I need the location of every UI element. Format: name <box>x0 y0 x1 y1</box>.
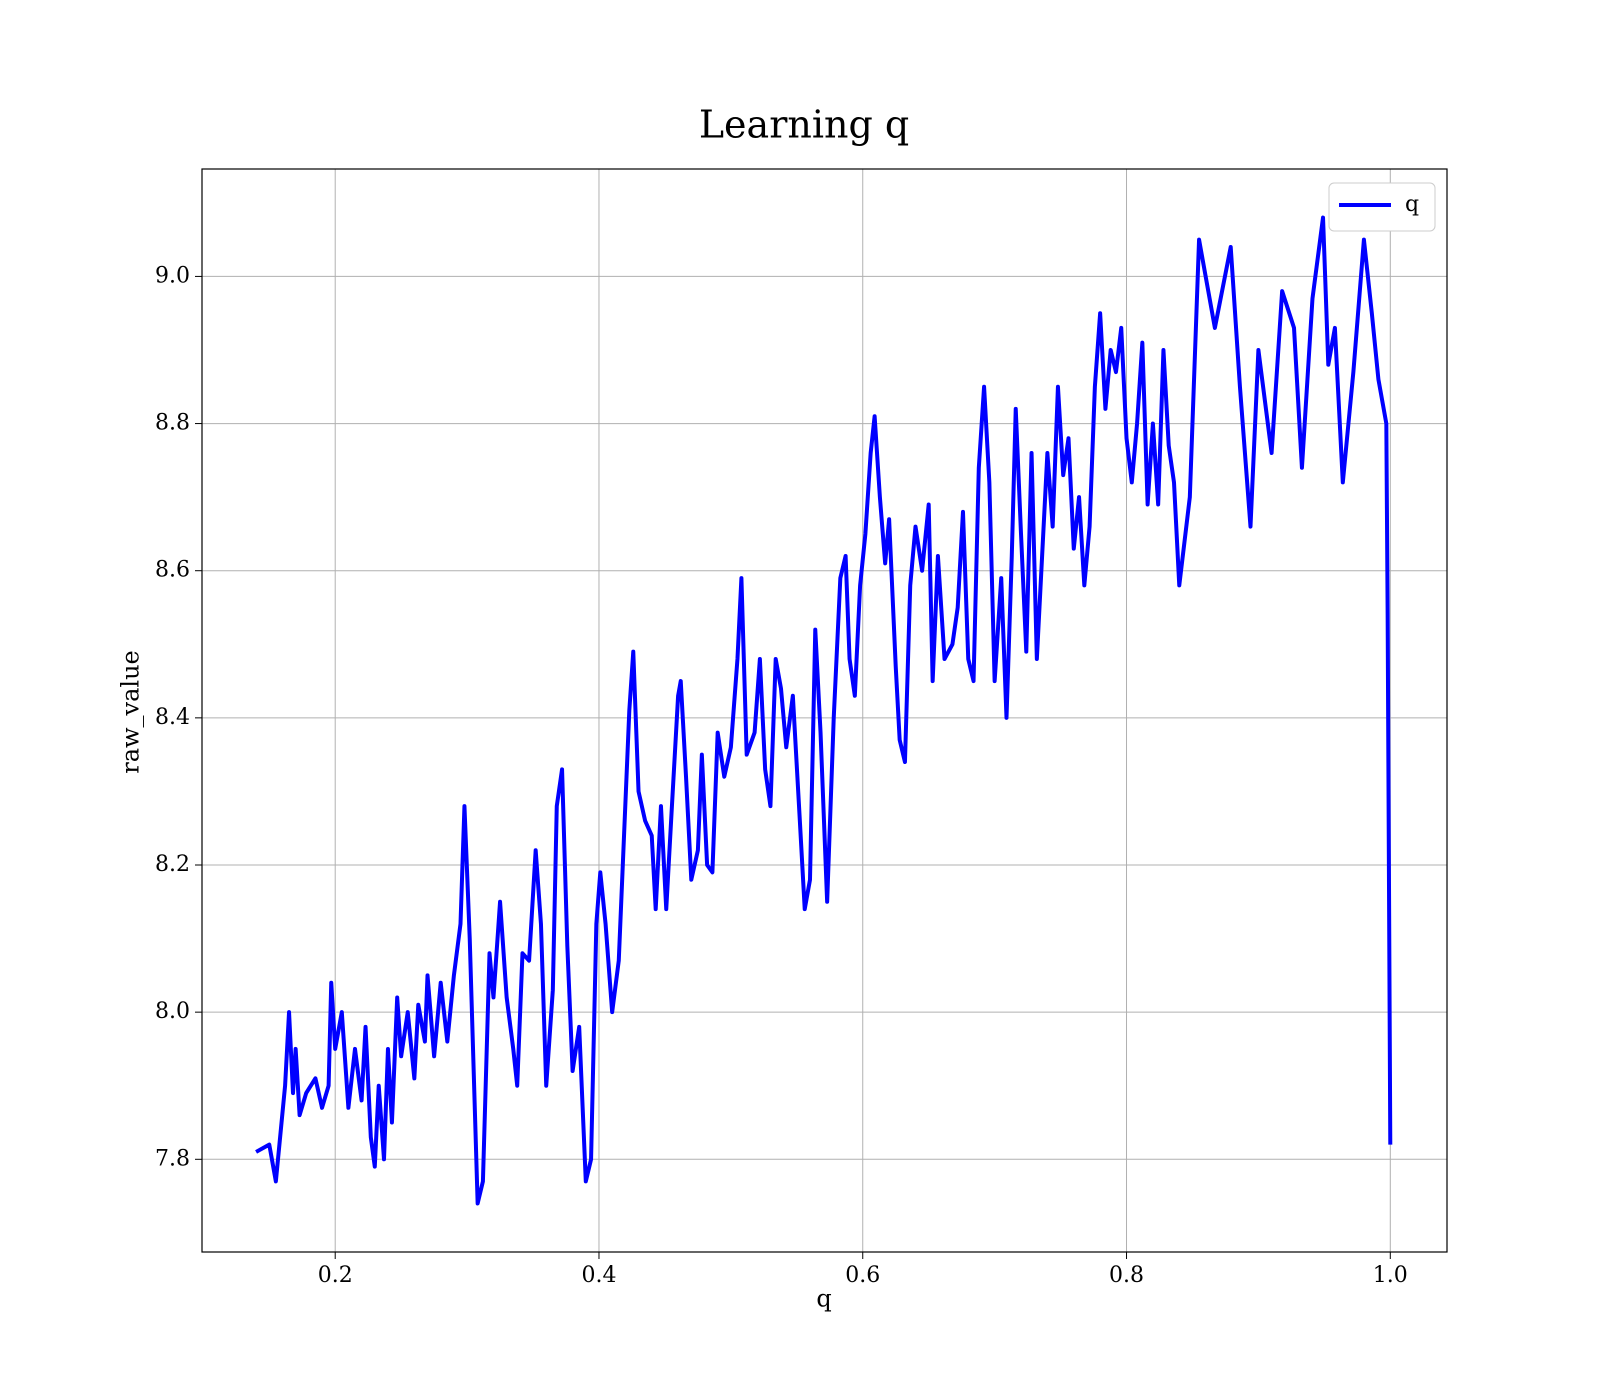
x-tick-label: 0.4 <box>581 1263 616 1288</box>
y-tick-label: 8.0 <box>155 999 190 1024</box>
y-tick-label: 9.0 <box>155 263 190 288</box>
x-tick-label: 0.8 <box>1109 1263 1144 1288</box>
chart-title: Learning q <box>699 103 909 147</box>
y-tick-label: 8.2 <box>155 852 190 877</box>
x-axis-label: q <box>816 1285 831 1313</box>
plot-frame <box>201 168 1448 1253</box>
y-tick-label: 8.6 <box>155 558 190 583</box>
x-tick-label: 0.2 <box>318 1263 353 1288</box>
y-tick-label: 7.8 <box>155 1146 190 1171</box>
y-axis-label: raw_value <box>117 650 145 774</box>
y-tick-label: 8.8 <box>155 411 190 436</box>
legend-label: q <box>1405 192 1419 217</box>
data-line <box>255 215 1393 1206</box>
x-tick-label: 1.0 <box>1373 1263 1408 1288</box>
y-tick-label: 8.4 <box>155 705 190 730</box>
x-tick-label: 0.6 <box>845 1263 880 1288</box>
